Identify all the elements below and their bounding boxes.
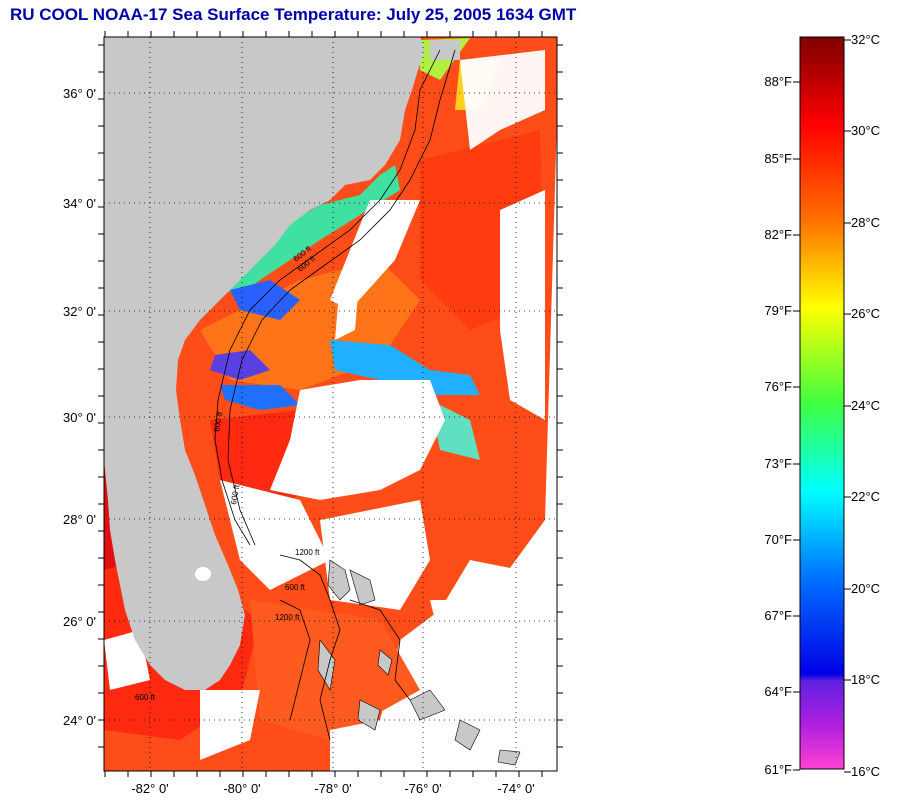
colorbar-fahrenheit-label: 61°F [764,762,792,777]
colorbar-celsius-labels: 32°C 30°C 28°C 26°C 24°C 22°C 20°C 18°C 16°C [844,32,880,779]
lat-label: 30° 0' [63,410,96,425]
lat-label: 24° 0' [63,713,96,728]
map-grid [104,37,557,771]
colorbar-fahrenheit-label: 70°F [764,532,792,547]
map-title: RU COOL NOAA-17 Sea Surface Temperature:… [10,5,577,24]
contour-label: 600 ft [229,483,241,505]
lat-label: 32° 0' [63,304,96,319]
sst-cool-band [330,340,480,395]
contour-label: 600 ft [285,583,306,592]
colorbar-gradient [799,36,845,770]
sst-cool-band [220,385,300,410]
sst-orange-area [250,600,420,740]
colorbar-fahrenheit-label: 64°F [764,684,792,699]
lon-label: -76° 0' [404,781,441,796]
lon-label: -74° 0' [497,781,534,796]
colorbar-celsius-label: 30°C [851,123,880,138]
lake-okeechobee [195,567,211,581]
colorbar-celsius-label: 24°C [851,398,880,413]
colorbar-celsius-label: 32°C [851,32,880,47]
bathymetry-contours [214,49,456,741]
latitude-labels: 36° 0' 34° 0' 32° 0' 30° 0' 28° 0' 26° 0' 24° … [63,86,96,728]
bahamas-islands [317,559,521,766]
lon-label: -82° 0' [131,781,168,796]
sst-map [104,37,557,771]
map-frame [103,36,558,772]
colorbar-fahrenheit-label: 67°F [764,608,792,623]
colorbar-fahrenheit-label: 85°F [764,151,792,166]
longitude-labels: -82° 0' -80° 0' -78° 0' -76° 0' -74° 0' [131,781,534,796]
colorbar-fahrenheit-label: 79°F [764,303,792,318]
map-ticks [98,31,563,777]
contour-label: 1200 ft [275,613,300,622]
colorbar: 32°C 30°C 28°C 26°C 24°C 22°C 20°C 18°C 16°C 88°… [764,32,880,779]
colorbar-celsius-label: 26°C [851,306,880,321]
colorbar-celsius-label: 28°C [851,215,880,230]
colorbar-fahrenheit-label: 82°F [764,227,792,242]
colorbar-fahrenheit-labels: 88°F 85°F 82°F 79°F 76°F 73°F 70°F 67°F 64°F 61°F [764,74,800,777]
us-east-coast-land [104,37,425,690]
colorbar-celsius-label: 16°C [851,764,880,779]
colorbar-celsius-label: 18°C [851,672,880,687]
contour-label: 600 ft [135,693,156,702]
lon-label: -80° 0' [223,781,260,796]
lat-label: 26° 0' [63,614,96,629]
lat-label: 28° 0' [63,512,96,527]
colorbar-fahrenheit-label: 88°F [764,74,792,89]
colorbar-fahrenheit-label: 73°F [764,456,792,471]
lat-label: 34° 0' [63,196,96,211]
outer-banks-land [430,40,460,60]
contour-label: 600 ft [212,410,224,432]
contour-label: 1200 ft [295,548,320,557]
colorbar-fahrenheit-label: 76°F [764,379,792,394]
colorbar-celsius-label: 22°C [851,489,880,504]
lat-label: 36° 0' [63,86,96,101]
cloud-cover [104,50,557,771]
sst-cool-band [225,165,400,295]
sst-cool-band [230,280,300,320]
colorbar-celsius-label: 20°C [851,581,880,596]
lon-label: -78° 0' [314,781,351,796]
